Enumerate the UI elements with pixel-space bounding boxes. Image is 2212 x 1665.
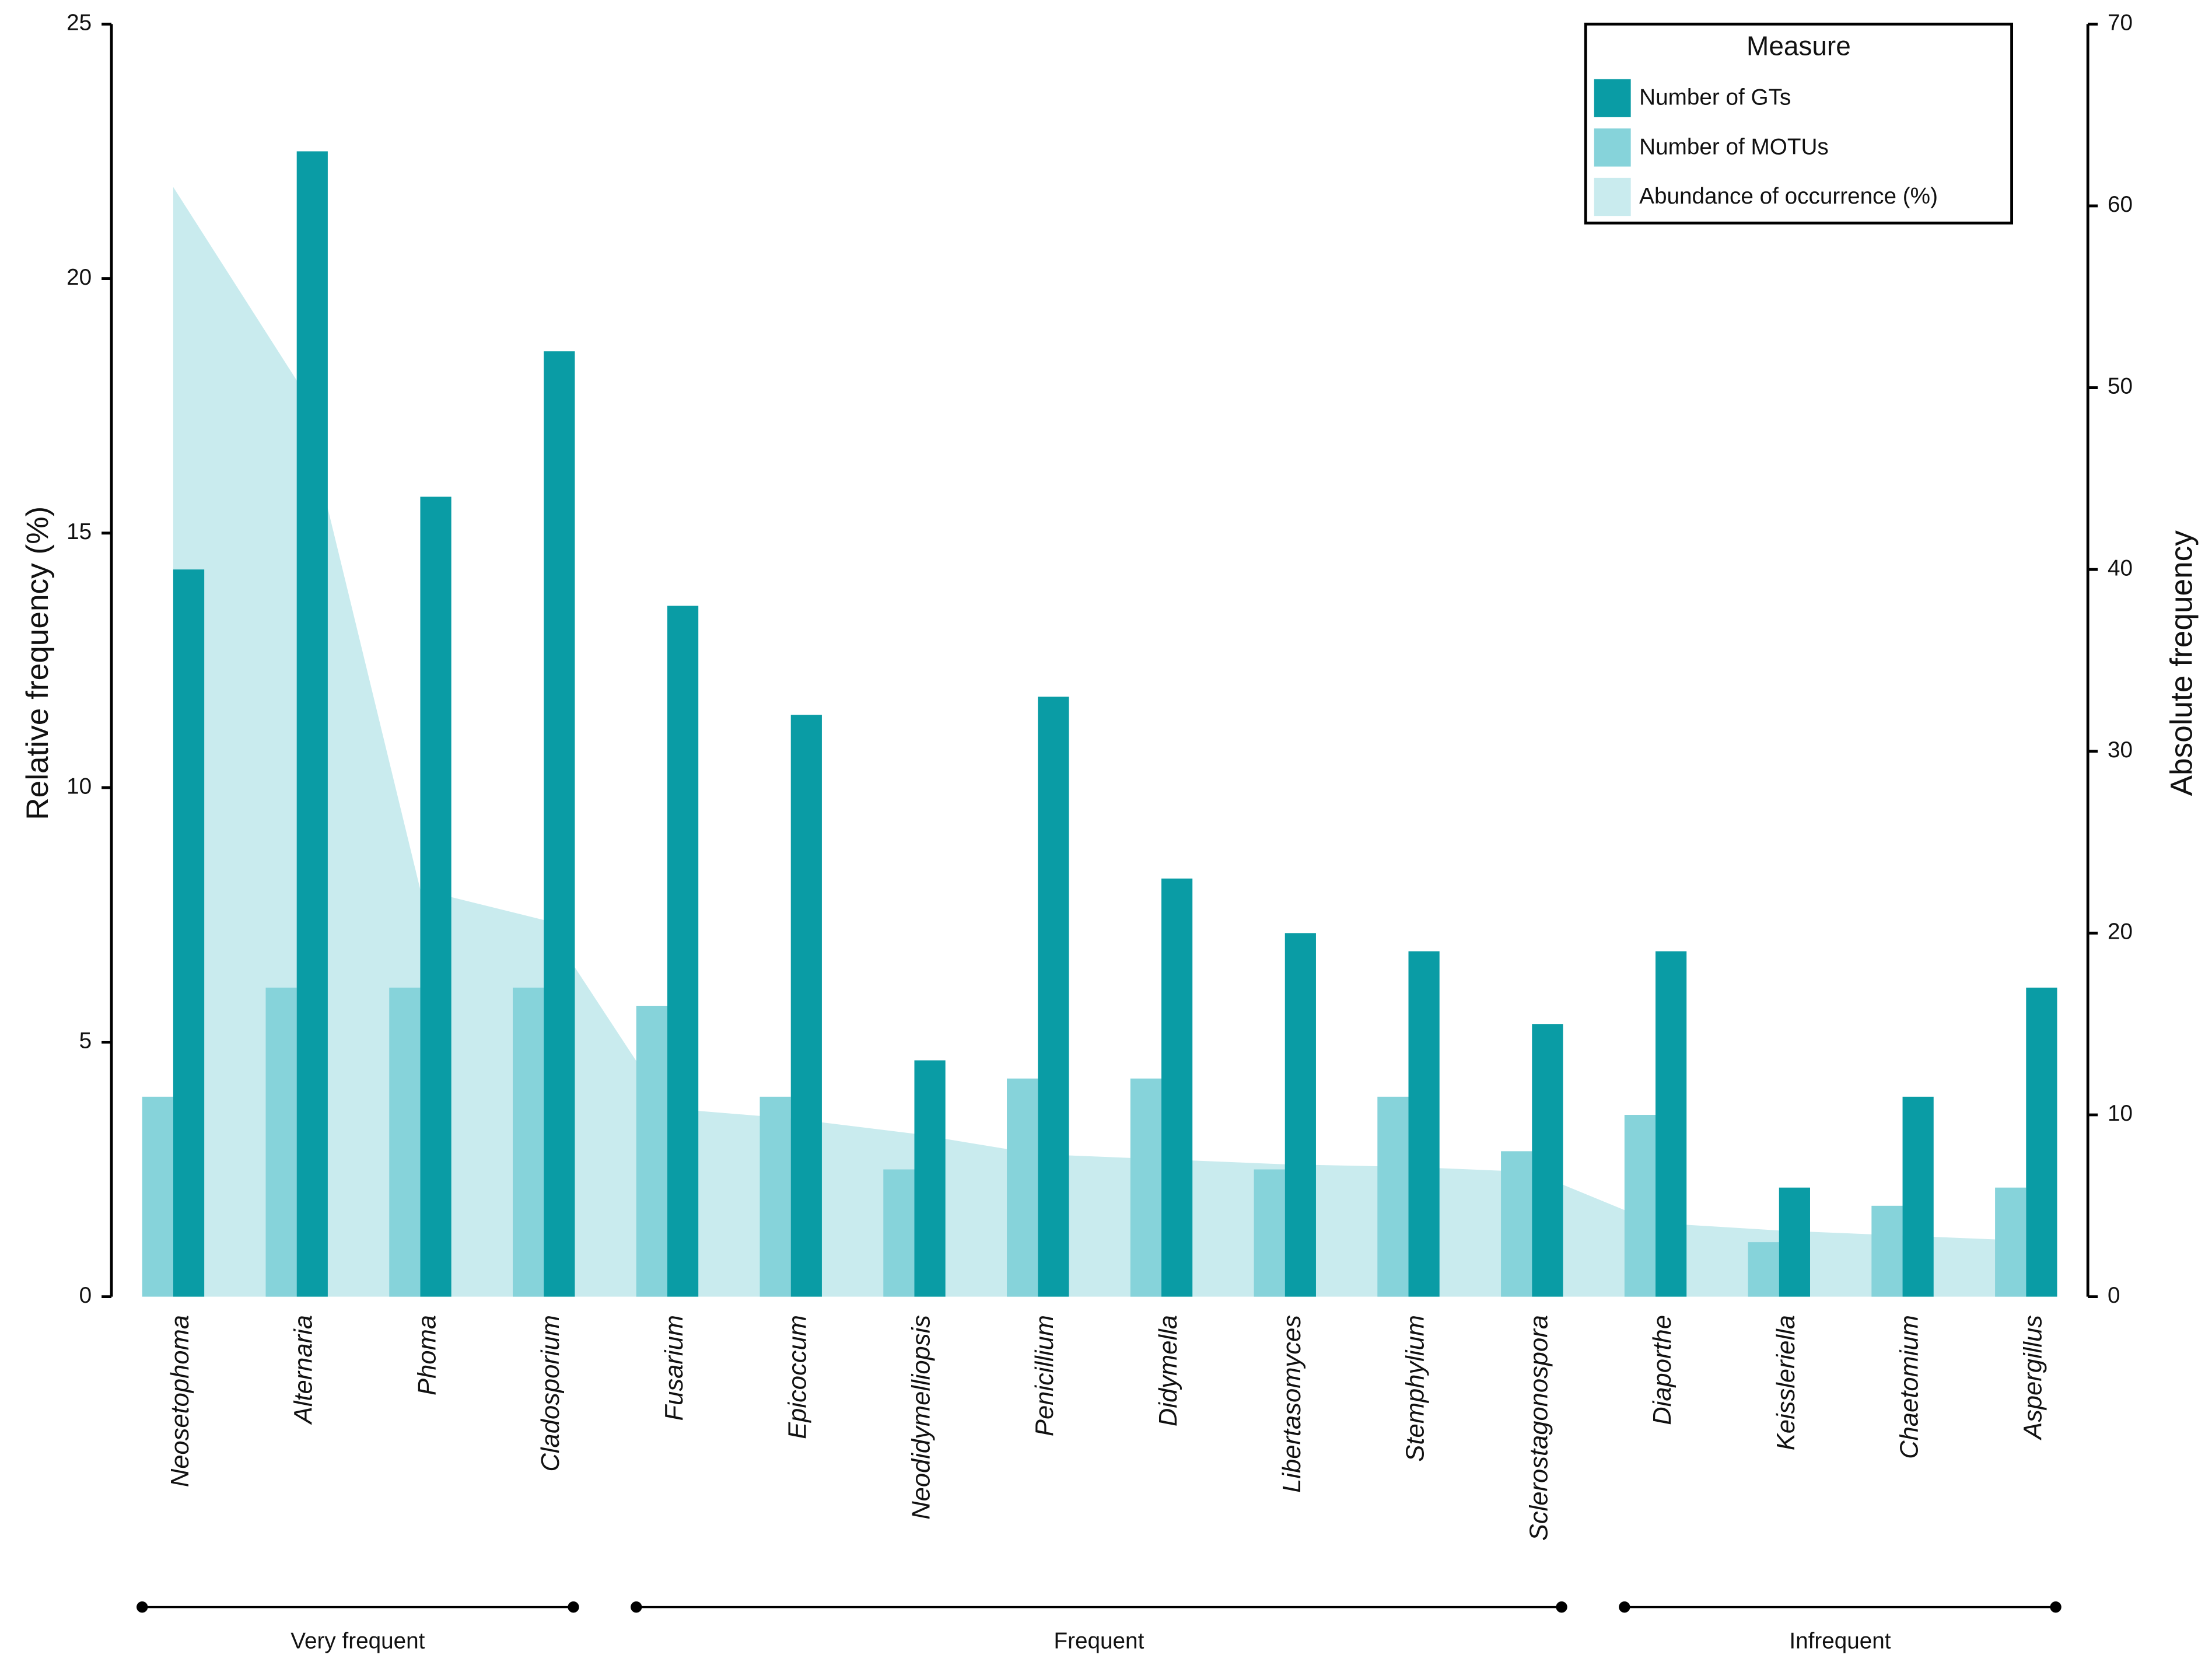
bar: [914, 1060, 946, 1297]
bar: [1624, 1115, 1656, 1297]
bar: [296, 151, 328, 1297]
group-end: [2050, 1601, 2062, 1613]
bar: [1902, 1096, 1934, 1297]
bar: [883, 1169, 915, 1297]
bar: [1995, 1187, 2027, 1297]
group-end: [568, 1601, 579, 1613]
bar: [142, 1096, 173, 1297]
group-label: Frequent: [1054, 1628, 1144, 1653]
x-tick-label: Alternaria: [290, 1315, 318, 1425]
y2-tick-label: 20: [2108, 919, 2133, 945]
x-tick-label: Fusarium: [660, 1315, 688, 1421]
x-tick-label: Diaporthe: [1648, 1315, 1676, 1425]
legend-label: Number of GTs: [1639, 85, 1791, 110]
bar: [1748, 1242, 1779, 1297]
bar: [1779, 1187, 1810, 1297]
bar: [1532, 1024, 1563, 1297]
bar: [667, 606, 699, 1297]
y-tick-label: 5: [79, 1029, 92, 1054]
y-tick-label: 15: [66, 519, 92, 544]
x-tick-label: Phoma: [413, 1315, 441, 1395]
bar: [636, 1006, 667, 1297]
x-tick-label: Stemphylium: [1402, 1315, 1430, 1462]
bar: [1377, 1096, 1409, 1297]
bar: [760, 1096, 791, 1297]
y-tick-label: 10: [66, 774, 92, 799]
y-axis-title: Relative frequency (%): [20, 506, 55, 820]
x-tick-label: Neodidymelliopsis: [907, 1315, 935, 1520]
bar: [173, 569, 205, 1297]
legend-title: Measure: [1746, 31, 1851, 61]
bar: [1038, 697, 1069, 1297]
y2-tick-label: 40: [2108, 555, 2133, 580]
bar: [513, 987, 544, 1297]
bar: [1501, 1151, 1532, 1297]
y-tick-label: 25: [66, 10, 92, 35]
y2-axis-title: Absolute frequency: [2165, 530, 2199, 796]
legend-box: [1584, 22, 2014, 225]
bar: [1408, 951, 1440, 1297]
x-tick-label: Sclerostagonospora: [1525, 1315, 1553, 1541]
y-tick-label: 0: [79, 1283, 92, 1308]
legend-label: Number of MOTUs: [1639, 134, 1829, 159]
x-tick-label: Aspergillus: [2019, 1315, 2047, 1441]
bar: [1007, 1078, 1038, 1297]
bar: [790, 715, 822, 1297]
legend-swatch: [1594, 128, 1631, 167]
x-tick-label: Libertasomyces: [1278, 1315, 1306, 1493]
bar: [2026, 987, 2057, 1297]
x-tick-label: Didymella: [1154, 1315, 1182, 1426]
group-end: [1619, 1601, 1630, 1613]
y2-tick-label: 10: [2108, 1101, 2133, 1126]
bar: [1284, 933, 1316, 1297]
y2-tick-label: 0: [2108, 1283, 2120, 1308]
bar: [544, 351, 575, 1297]
y2-tick-label: 30: [2108, 737, 2133, 762]
y2-tick-label: 70: [2108, 10, 2133, 35]
bar: [1254, 1169, 1285, 1297]
x-tick-label: Penicillium: [1031, 1315, 1059, 1436]
bar: [389, 987, 421, 1297]
legend-swatch: [1594, 79, 1631, 117]
group-label: Very frequent: [290, 1628, 425, 1653]
x-tick-label: Chaetomium: [1896, 1315, 1924, 1459]
group-end: [631, 1601, 642, 1613]
legend-label: Abundance of occurrence (%): [1639, 184, 1938, 209]
bar: [1656, 951, 1687, 1297]
group-label: Infrequent: [1789, 1628, 1891, 1653]
group-end: [136, 1601, 148, 1613]
x-tick-label: Cladosporium: [537, 1315, 565, 1471]
area: [173, 187, 2027, 1297]
y2-tick-label: 50: [2108, 374, 2133, 399]
x-tick-label: Keissleriella: [1772, 1315, 1800, 1450]
y2-tick-label: 60: [2108, 192, 2133, 217]
y-tick-label: 20: [66, 265, 92, 290]
bar: [420, 496, 452, 1297]
bar: [265, 987, 297, 1297]
bar: [1130, 1078, 1161, 1297]
legend-swatch: [1594, 177, 1631, 216]
bar: [1871, 1205, 1903, 1297]
x-tick-label: Epicoccum: [784, 1315, 812, 1439]
group-end: [1556, 1601, 1567, 1613]
x-tick-label: Neosetophoma: [166, 1315, 194, 1487]
bar: [1161, 878, 1193, 1297]
